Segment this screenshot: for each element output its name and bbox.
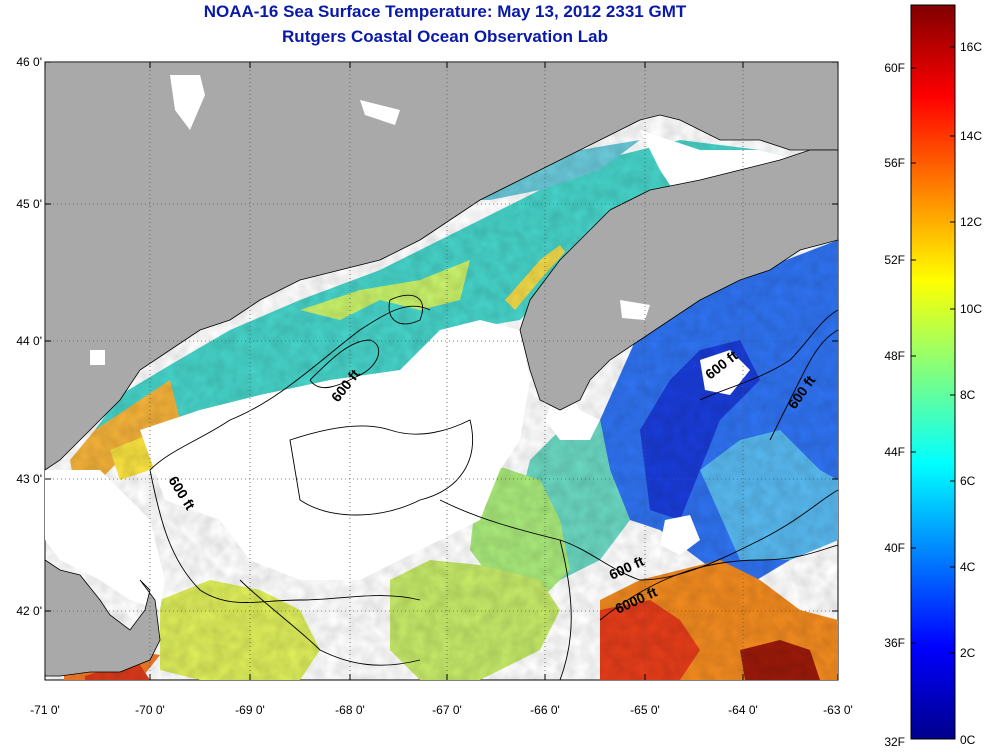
colorbar-celsius-label: 8C xyxy=(960,388,976,402)
lat-tick-label: 43 0' xyxy=(16,472,42,486)
lat-tick-label: 46 0' xyxy=(16,55,42,69)
map-subtitle: Rutgers Coastal Ocean Observation Lab xyxy=(282,27,608,46)
lon-tick-label: -66 0' xyxy=(530,703,560,717)
colorbar-celsius-label: 6C xyxy=(960,474,976,488)
lon-tick-label: -69 0' xyxy=(235,703,265,717)
lon-tick-label: -67 0' xyxy=(432,703,462,717)
lat-tick-label: 42 0' xyxy=(16,604,42,618)
lon-tick-label: -64 0' xyxy=(728,703,758,717)
colorbar-fahrenheit-label: 56F xyxy=(884,156,905,170)
lat-tick-label: 44 0' xyxy=(16,334,42,348)
colorbar-celsius-label: 2C xyxy=(960,646,976,660)
colorbar-celsius-label: 16C xyxy=(960,40,982,54)
map-title: NOAA-16 Sea Surface Temperature: May 13,… xyxy=(203,2,687,21)
colorbar-fahrenheit-label: 40F xyxy=(884,541,905,555)
colorbar-celsius-label: 14C xyxy=(960,129,982,143)
colorbar-celsius-label: 12C xyxy=(960,215,982,229)
colorbar-fahrenheit-label: 36F xyxy=(884,636,905,650)
colorbar-fahrenheit-label: 48F xyxy=(884,349,905,363)
lon-tick-label: -70 0' xyxy=(135,703,165,717)
colorbar-celsius-label: 4C xyxy=(960,560,976,574)
colorbar-fahrenheit-label: 44F xyxy=(884,445,905,459)
lat-lon-grid xyxy=(45,62,838,680)
lon-tick-label: -71 0' xyxy=(30,703,60,717)
colorbar-fahrenheit-label: 52F xyxy=(884,253,905,267)
bathymetry-contours xyxy=(149,294,838,680)
colorbar-fahrenheit-label: 60F xyxy=(884,61,905,75)
lon-tick-label: -63 0' xyxy=(823,703,853,717)
colorbar-fahrenheit-label: 32F xyxy=(884,735,905,749)
colorbar-celsius-label: 0C xyxy=(960,733,976,747)
lat-tick-label: 45 0' xyxy=(16,197,42,211)
lon-tick-label: -68 0' xyxy=(335,703,365,717)
no-data-region xyxy=(45,130,800,610)
lon-tick-label: -65 0' xyxy=(630,703,660,717)
colorbar-celsius-label: 10C xyxy=(960,302,982,316)
colorbar xyxy=(910,4,956,740)
land xyxy=(45,62,838,677)
